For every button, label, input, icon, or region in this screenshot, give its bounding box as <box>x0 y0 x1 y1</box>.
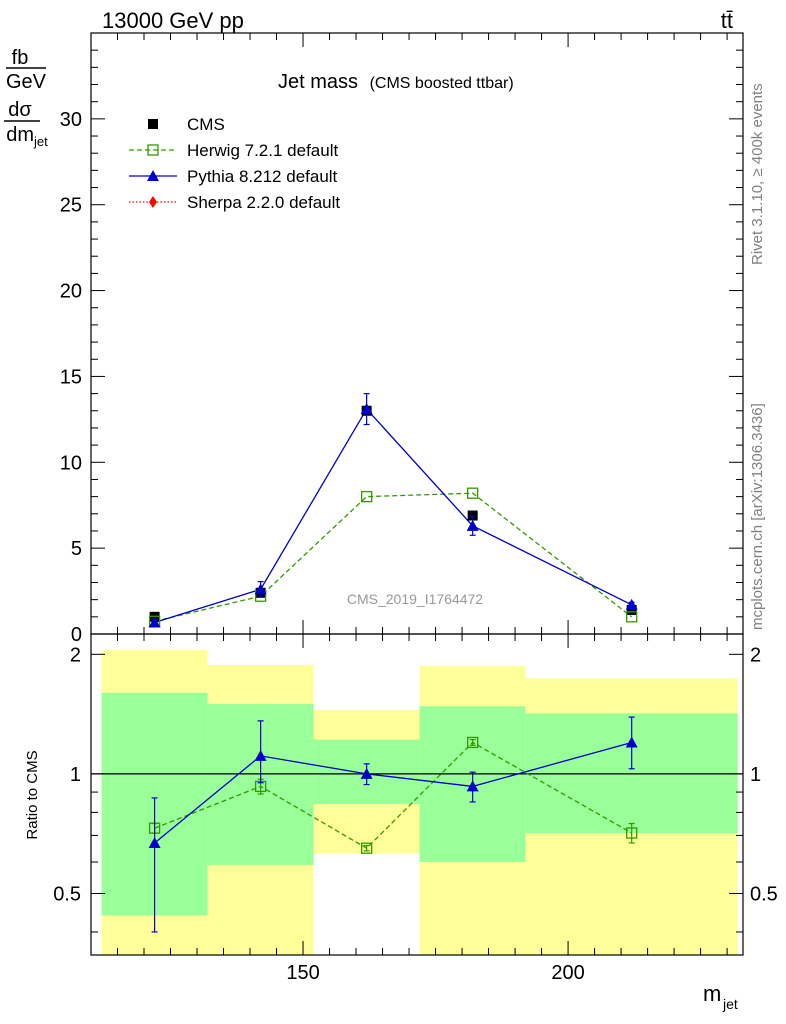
ytick-label: 15 <box>60 366 82 388</box>
ratio-ytick-label-left: 1 <box>70 764 81 786</box>
x-axis-label: m <box>703 981 721 1006</box>
ratio-herwig-point <box>360 842 373 854</box>
ratio-pythia-point <box>148 836 161 848</box>
legend-marker-herwig <box>147 144 159 156</box>
plot-layer: 0 5 10 15 20 25 30 150 200 0.5 0.5 1 1 2 2 CMS Herwig 7.… <box>53 32 778 984</box>
chart-subtitle: (CMS boosted ttbar) <box>370 75 514 92</box>
xlabel-main: m <box>703 981 721 1006</box>
ratio-ylabel: Ratio to CMS <box>24 750 41 839</box>
ytick-label: 10 <box>60 452 82 474</box>
cms-point <box>626 604 637 615</box>
ratio-ytick-label-right: 2 <box>750 644 761 666</box>
legend-label: CMS <box>187 115 225 134</box>
ratio-pythia-point <box>254 749 267 761</box>
y-axis-label: dσ dm jet fb GeV <box>4 47 48 149</box>
ylabel-den-sub: jet <box>33 134 48 149</box>
mcplots-label: mcplots.cern.ch [arXiv:1306.3436] <box>749 403 766 630</box>
ylabel-unit-den: GeV <box>6 71 47 93</box>
ratio-pythia-point <box>625 736 638 748</box>
legend-label: Pythia 8.212 default <box>187 167 338 186</box>
ylabel-den-main: dm <box>6 124 34 146</box>
chart-title-main: Jet mass <box>278 71 358 93</box>
legend-label: Herwig 7.2.1 default <box>187 141 338 160</box>
process-label: tt̄ <box>721 8 733 33</box>
ratio-pythia-point <box>466 780 479 792</box>
ylabel-unit-num: fb <box>12 47 29 69</box>
herwig-point <box>360 490 373 503</box>
ylabel-num: dσ <box>8 99 32 121</box>
xtick-label: 200 <box>551 962 584 984</box>
xlabel-sub: jet <box>722 996 738 1012</box>
ratio-pythia-point <box>360 767 373 779</box>
legend-label: Sherpa 2.2.0 default <box>187 193 340 212</box>
legend-marker-cms <box>148 119 158 129</box>
svg-text:dm: dm <box>6 124 34 146</box>
ratio-herwig-point <box>467 736 479 749</box>
ytick-label: 25 <box>60 195 82 217</box>
chart-title: Jet mass (CMS boosted ttbar) <box>278 71 514 93</box>
herwig-point <box>626 611 638 623</box>
cms-point <box>467 510 478 521</box>
legend-marker-pythia <box>147 170 159 181</box>
ratio-ytick-label-right: 0.5 <box>750 883 778 905</box>
pythia-point <box>254 583 267 595</box>
ytick-label: 0 <box>71 624 82 646</box>
pythia-point <box>466 519 479 531</box>
ytick-label: 5 <box>71 538 82 560</box>
ratio-plot-frame <box>90 633 744 956</box>
xtick-label: 150 <box>286 962 319 984</box>
legend-marker-sherpa <box>149 196 157 208</box>
pythia-point <box>148 616 161 628</box>
energy-label: 13000 GeV pp <box>102 8 244 33</box>
ratio-ytick-label-right: 1 <box>750 764 761 786</box>
ratio-herwig-point <box>626 827 638 839</box>
ratio-ytick-label-left: 0.5 <box>53 883 81 905</box>
ratio-ytick-label-left: 2 <box>70 644 81 666</box>
ytick-label: 30 <box>60 109 82 131</box>
watermark: CMS_2019_I1764472 <box>347 591 483 607</box>
herwig-point <box>467 487 479 499</box>
pythia-point <box>360 403 373 415</box>
ytick-label: 20 <box>60 281 82 303</box>
rivet-label: Rivet 3.1.10, ≥ 400k events <box>749 83 766 265</box>
pythia-point <box>625 598 638 610</box>
herwig-line <box>154 492 633 622</box>
